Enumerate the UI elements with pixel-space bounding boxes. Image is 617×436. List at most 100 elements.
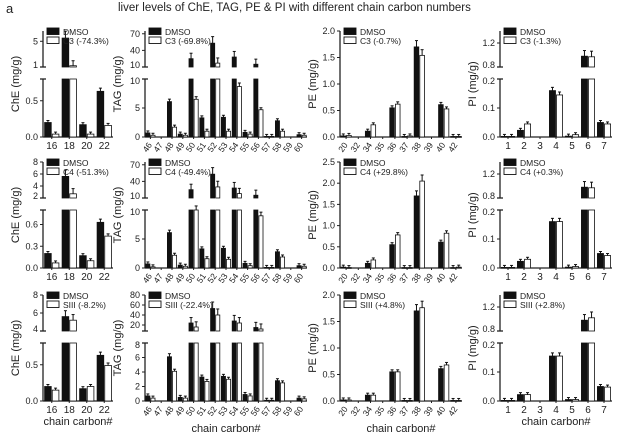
bar-treated [226, 258, 232, 269]
bar-control [340, 135, 346, 138]
bar-treated [204, 258, 210, 269]
y-axis-label: ChE (mg/g) [10, 320, 22, 376]
x-tick-label: 39 [422, 271, 436, 285]
y-tick-label: 40 [130, 45, 140, 55]
y-tick-label: 0.5 [322, 106, 335, 116]
y-axis-label: PE (mg/g) [307, 190, 319, 240]
bar-treated [150, 397, 156, 402]
bar-treated [204, 130, 210, 138]
x-tick-label: 37 [397, 404, 411, 418]
bar-treated-upper [215, 314, 221, 332]
bar-control [364, 130, 371, 138]
bar-control [581, 78, 588, 138]
y-tick-label: 1.5 [322, 199, 335, 209]
x-tick-label: 38 [409, 271, 423, 285]
y-tick-label: 0.1 [482, 367, 495, 377]
bar-treated [280, 130, 286, 138]
legend-label: DMSO [63, 158, 89, 168]
bar-treated [150, 134, 156, 138]
bar-treated [172, 254, 178, 269]
x-tick-label: 38 [409, 404, 423, 418]
x-axis-label: chain carbon# [43, 416, 113, 428]
bar-treated-upper [588, 56, 595, 68]
y-tick-label: 1.0 [322, 343, 335, 353]
bar-control [79, 388, 87, 402]
legend-swatch-control [46, 291, 60, 299]
bar-control [501, 400, 508, 402]
y-tick-label: 0.6 [25, 220, 38, 230]
legend-label: DMSO [520, 291, 546, 301]
bar-control-upper [253, 194, 259, 199]
legend-swatch-treated [503, 300, 517, 308]
bar-treated [370, 394, 377, 402]
bar-control [274, 380, 280, 402]
bar-treated [572, 266, 579, 269]
bar-control-upper [581, 55, 588, 68]
y-axis-label: ChE (mg/g) [10, 187, 22, 243]
bar-treated [407, 400, 413, 402]
y-tick-label: 0.8 [482, 60, 495, 70]
bar-control [242, 262, 248, 269]
bar-control [274, 120, 280, 138]
y-tick-label: 0.0 [482, 396, 495, 406]
y-tick-label: 0.2 [482, 340, 495, 350]
legend-swatch-treated [503, 36, 517, 44]
bar-control [210, 209, 216, 269]
bar-control-upper [210, 42, 216, 68]
bar-treated [588, 78, 595, 138]
bar-treated [572, 134, 579, 138]
y-tick-label: 0.0 [25, 132, 38, 142]
x-tick-label: 3 [537, 141, 543, 152]
x-axis-label: chain carbon# [366, 423, 436, 435]
x-tick-label: 38 [409, 140, 423, 154]
y-axis-label: PI (mg/g) [467, 325, 479, 370]
x-tick-label: 5 [569, 141, 575, 152]
bar-treated [193, 209, 199, 269]
bar-control [61, 78, 70, 138]
x-tick-label: 6 [585, 272, 591, 283]
x-tick-label: 3 [537, 272, 543, 283]
x-tick-label: 18 [64, 141, 76, 152]
legend-label: DMSO [165, 27, 191, 37]
panel-label: a [6, 1, 14, 16]
bar-treated [346, 135, 352, 138]
x-tick-label: 18 [64, 272, 76, 283]
bar-control [296, 265, 302, 269]
bar-control [401, 400, 407, 402]
bar-control [188, 209, 194, 269]
bar-treated [51, 389, 60, 402]
bar-control-upper [210, 173, 216, 199]
x-tick-label: 39 [422, 140, 436, 154]
x-tick-label: 1 [505, 405, 511, 416]
x-tick-label: 40 [434, 140, 448, 154]
bar-control [501, 136, 508, 138]
bar-treated [301, 398, 307, 402]
x-tick-label: 5 [569, 272, 575, 283]
y-tick-label: 0 [135, 396, 140, 406]
legend-swatch-control [148, 291, 162, 299]
legend-swatch-treated [148, 167, 162, 175]
panel-pi-row3: 0.0 0.1 0.2 0.8 1.2 PI (mg/g) 1 2 3 4 5 6 7 DMSOSIII … [467, 291, 612, 428]
x-tick-label: 16 [46, 272, 58, 283]
y-tick-label: 0.0 [482, 263, 495, 273]
bar-treated [394, 103, 401, 138]
bar-treated [258, 342, 264, 402]
legend-label: SIII (+2.8%) [520, 300, 565, 310]
x-tick-label: 22 [99, 405, 111, 416]
y-tick-label: 20 [130, 320, 140, 330]
bar-control [450, 136, 456, 138]
bar-treated [455, 266, 462, 269]
bar-treated [51, 133, 60, 138]
bar-treated [236, 86, 242, 138]
bar-control [242, 394, 248, 402]
panel-pe-row2: 0.00.51.01.52.02.5PE (mg/g)2032343536373… [307, 157, 462, 285]
bar-control [450, 400, 456, 402]
bar-treated [419, 307, 425, 402]
legend-swatch-control [343, 27, 357, 35]
bar-control [450, 267, 456, 269]
bar-treated [370, 124, 377, 138]
x-tick-label: 2 [521, 141, 527, 152]
bar-treated-upper [236, 193, 242, 199]
